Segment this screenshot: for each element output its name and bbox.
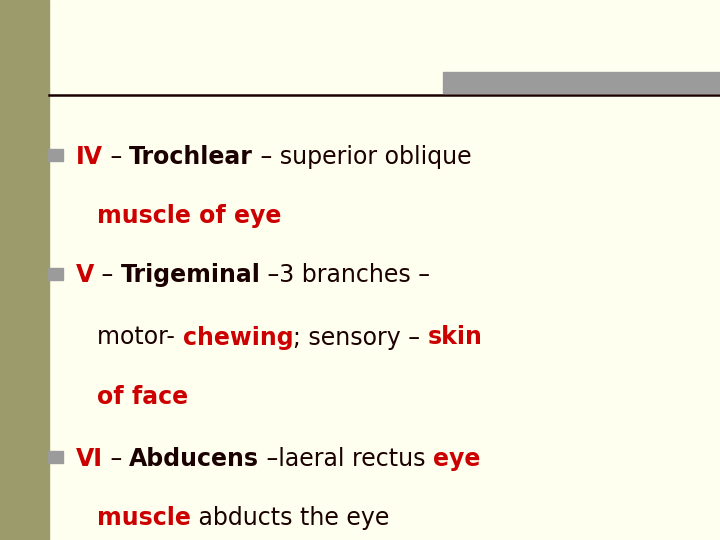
Text: Abducens: Abducens [130, 447, 259, 471]
Text: ; sensory –: ; sensory – [293, 326, 428, 349]
Bar [443, 72, 720, 93]
Text: V: V [76, 264, 94, 287]
Text: VI: VI [76, 447, 102, 471]
Text: – superior oblique: – superior oblique [253, 145, 472, 168]
Text: –laeral rectus: –laeral rectus [259, 447, 433, 471]
Bar [48, 268, 63, 280]
Text: abducts the eye: abducts the eye [191, 507, 390, 530]
Text: –: – [102, 145, 130, 168]
Text: of face: of face [97, 385, 189, 409]
Bar [0, 0, 49, 540]
Text: motor-: motor- [97, 326, 183, 349]
Bar [48, 451, 63, 463]
Text: IV: IV [76, 145, 102, 168]
Text: –: – [102, 447, 130, 471]
Text: skin: skin [428, 326, 482, 349]
Text: Trochlear: Trochlear [130, 145, 253, 168]
Text: chewing: chewing [183, 326, 293, 349]
Text: muscle: muscle [97, 507, 191, 530]
Text: –: – [94, 264, 121, 287]
Bar [48, 149, 63, 161]
Text: muscle of eye: muscle of eye [97, 204, 282, 228]
Text: –3 branches –: –3 branches – [261, 264, 431, 287]
Text: Trigeminal: Trigeminal [121, 264, 261, 287]
Text: eye: eye [433, 447, 481, 471]
